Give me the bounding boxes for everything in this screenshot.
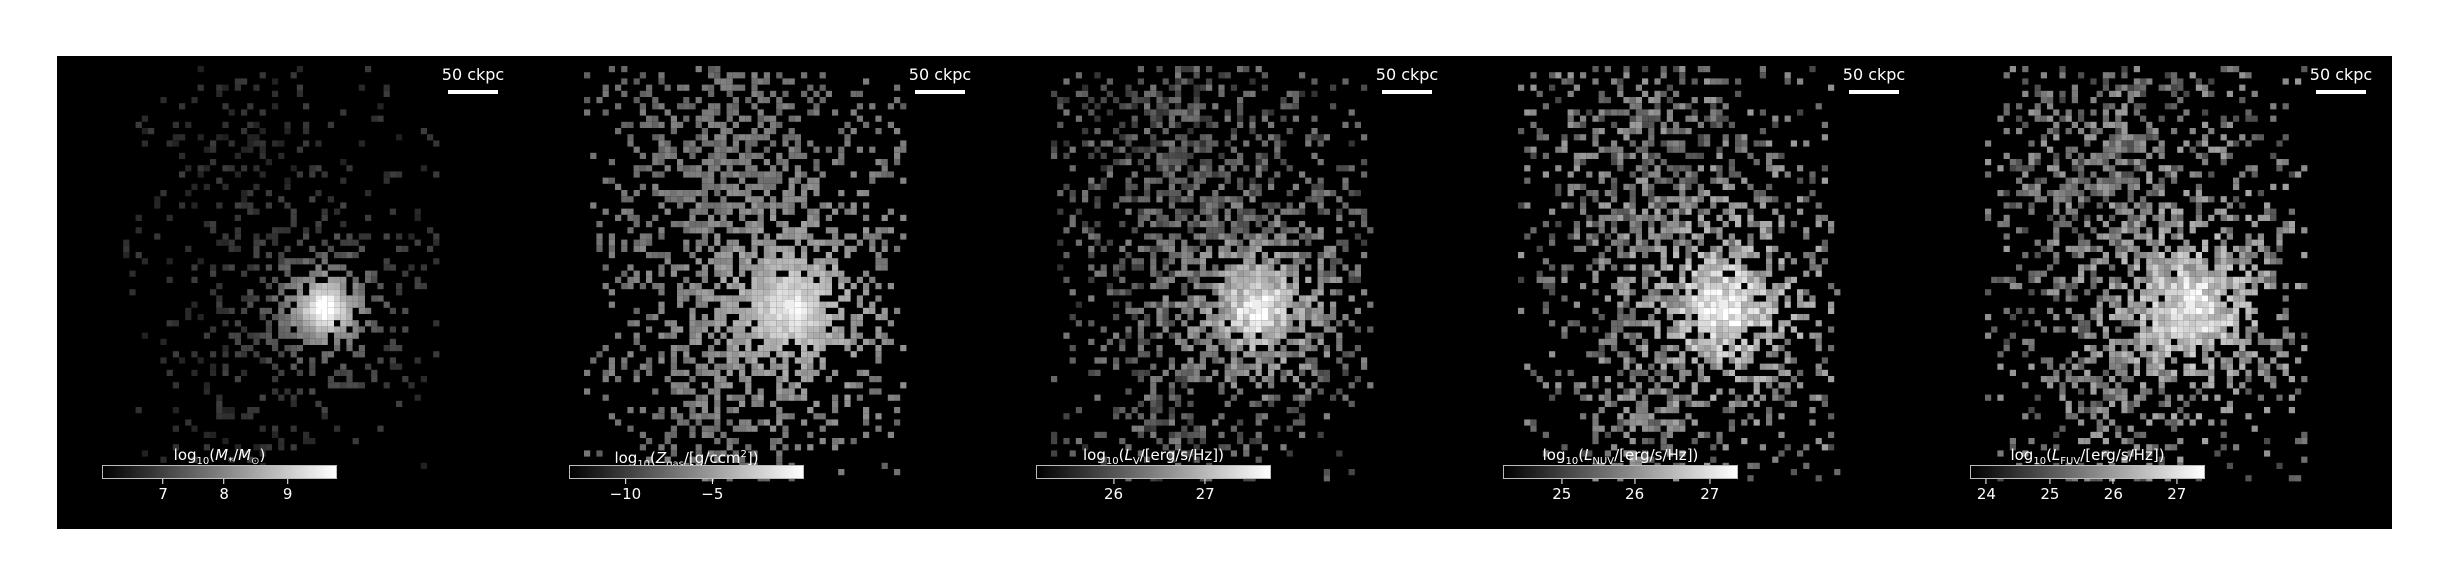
stellar-mass-map [123,66,440,476]
colorbar-gradient [1503,465,1738,479]
scalebar: 50 ckpc [1839,66,1909,94]
colorbar: log10(Zgas/[g/ccm2]) −10 −5 [569,446,804,507]
colorbar-tick-label: 8 [219,485,229,503]
scalebar-label: 50 ckpc [441,65,505,84]
scalebar-line [2316,90,2366,94]
colorbar-tick: 27 [1700,479,1719,503]
v-band-luminosity-map [1051,66,1374,482]
colorbar-tick: 25 [1552,479,1571,503]
colorbar-tick-label: 26 [1625,485,1645,503]
colorbar-tick: −5 [701,479,723,503]
colorbar-tick-label: 7 [158,485,168,503]
colorbar-tick: 26 [1104,479,1123,503]
fuv-luminosity-map-panel: 50 ckpc log10(LFUV/[erg/s/Hz]) 24 25 26 27 [1925,56,2392,529]
colorbar-tick-label: 26 [2103,485,2123,503]
colorbar-tick: −10 [609,479,642,503]
colorbar-gradient [102,465,337,479]
colorbar-tick: 8 [219,479,229,503]
colorbar-tick: 27 [2167,479,2186,503]
scalebar-line [1382,90,1432,94]
colorbar-tick-label: 27 [1195,485,1215,503]
colorbar-tick-label: 9 [282,485,293,503]
colorbar-ticks: 26 27 [1036,479,1271,507]
colorbar-tick: 26 [2104,479,2123,503]
scalebar: 50 ckpc [905,66,975,94]
colorbar-tick-label: −5 [701,485,724,503]
colorbar-gradient [569,465,804,479]
scalebar: 50 ckpc [438,66,508,94]
colorbar-tick: 7 [158,479,168,503]
colorbar: log10(LV/[erg/s/Hz]) 26 27 [1036,446,1271,507]
v-band-luminosity-map-panel: 50 ckpc log10(LV/[erg/s/Hz]) 26 27 [991,56,1458,529]
colorbar-tick-label: 25 [1552,485,1572,503]
colorbar: log10(LNUV/[erg/s/Hz]) 25 26 27 [1503,446,1738,507]
scalebar: 50 ckpc [1372,66,1442,94]
colorbar-title: log10(LNUV/[erg/s/Hz]) [1542,446,1699,467]
colorbar-tick-label: 27 [2167,485,2187,503]
scalebar-label: 50 ckpc [908,65,972,84]
colorbar-title: log10(M*/M⊙) [173,446,266,467]
scalebar-line [1849,90,1899,94]
scalebar-label: 50 ckpc [1375,65,1439,84]
colorbar-ticks: 25 26 27 [1503,479,1738,507]
gas-metallicity-map [584,66,907,482]
colorbar-title: log10(LFUV/[erg/s/Hz]) [2010,446,2165,467]
colorbar-ticks: 24 25 26 27 [1970,479,2205,507]
colorbar-tick: 9 [282,479,293,503]
colorbar-tick-label: 26 [1104,485,1124,503]
colorbar-tick-label: 25 [2040,485,2060,503]
colorbar-gradient [1970,465,2205,479]
colorbar-tick: 26 [1625,479,1644,503]
colorbar-gradient [1036,465,1271,479]
colorbar-tick: 24 [1977,479,1996,503]
colorbar: log10(M*/M⊙) 7 8 9 [102,446,337,507]
colorbar-tick-label: −10 [609,485,642,503]
scalebar: 50 ckpc [2306,66,2376,94]
colorbar-title: log10(LV/[erg/s/Hz]) [1082,446,1224,467]
colorbar-ticks: 7 8 9 [102,479,337,507]
nuv-luminosity-map-panel: 50 ckpc log10(LNUV/[erg/s/Hz]) 25 26 27 [1458,56,1925,529]
stellar-mass-map-panel: 50 ckpc log10(M*/M⊙) 7 8 9 [57,56,524,529]
nuv-luminosity-map [1518,66,1841,482]
colorbar-tick: 25 [2040,479,2059,503]
colorbar-tick-label: 24 [1976,485,1996,503]
figure: 50 ckpc log10(M*/M⊙) 7 8 9 50 ckpc log10(Z… [57,56,2393,529]
colorbar-ticks: −10 −5 [569,479,804,507]
gas-metallicity-map-panel: 50 ckpc log10(Zgas/[g/ccm2]) −10 −5 [524,56,991,529]
scalebar-label: 50 ckpc [2309,65,2373,84]
scalebar-line [915,90,965,94]
colorbar-tick-label: 27 [1700,485,1720,503]
colorbar-tick: 27 [1196,479,1215,503]
colorbar: log10(LFUV/[erg/s/Hz]) 24 25 26 27 [1970,446,2205,507]
scalebar-line [448,90,498,94]
colorbar-title: log10(Zgas/[g/ccm2]) [614,449,759,470]
scalebar-label: 50 ckpc [1842,65,1906,84]
